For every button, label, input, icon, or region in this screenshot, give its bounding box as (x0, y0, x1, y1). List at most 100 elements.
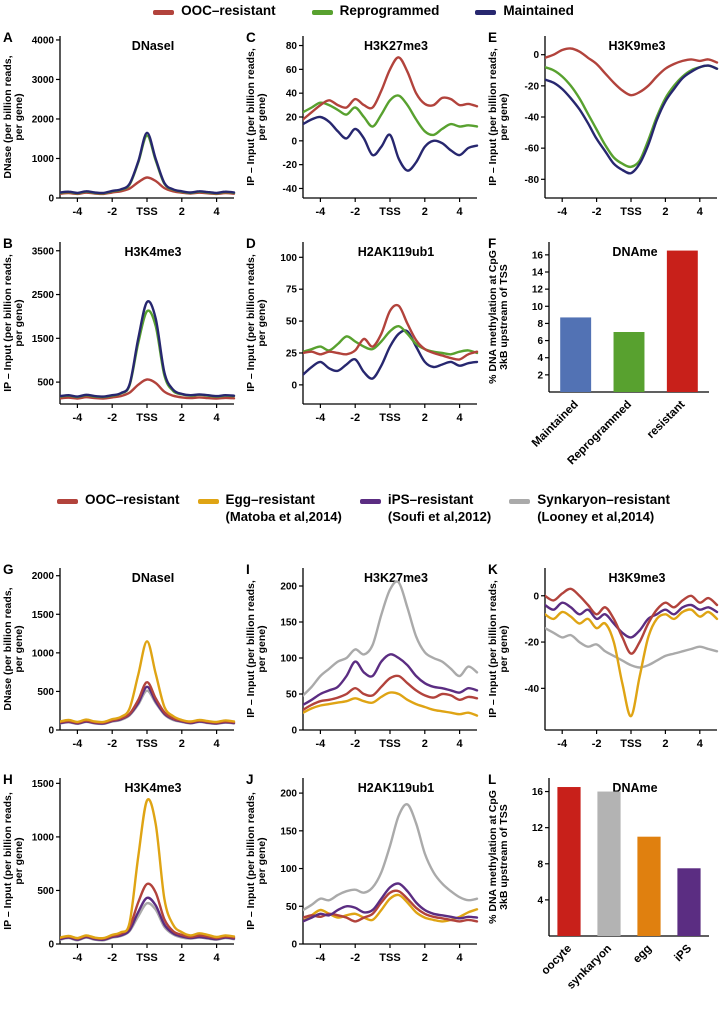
series-line-ooc-resistant (60, 882, 236, 940)
x-tick-label: 2 (422, 952, 428, 964)
bar-label-egg: egg (631, 943, 654, 966)
x-tick-label: -4 (73, 738, 84, 750)
bar-label-ips: iPS (673, 942, 695, 964)
y-tick-label: 80 (286, 41, 298, 52)
panel-dname-bottom: L 4 8 12 16 % DNA methylation at CpG 3kB upstr… (487, 772, 725, 1016)
x-tick-label: TSS (620, 738, 641, 750)
y-tick-label: -20 (525, 638, 540, 649)
bar-oocyte (557, 787, 581, 936)
x-tick-label: 4 (214, 206, 221, 218)
y-axis-label: % DNA methylation at CpG (487, 790, 499, 924)
y-axis-label: IP – Input (per billion reads, (2, 254, 14, 392)
y-tick-label: 50 (286, 317, 298, 328)
x-tick-label: TSS (136, 738, 157, 750)
x-tick-label: -4 (557, 738, 568, 750)
y-tick-label: 1000 (32, 832, 55, 843)
legend-text: Egg–resistant (Matoba et al,2014) (226, 492, 342, 525)
chart-F: 2 4 6 8 10 12 14 16 % DNA methylation at CpG 3kB … (487, 242, 709, 467)
y-tick-label: 0 (291, 940, 297, 951)
x-tick-label: -2 (350, 952, 360, 964)
panel-title: H3K4me3 (125, 781, 182, 795)
chart-H: 0 500 1000 1500 IP – Input (per billion read… (2, 778, 236, 964)
y-tick-label: 16 (532, 787, 544, 798)
series-line-egg-resistant (303, 691, 479, 717)
panel-letter-D: D (246, 236, 256, 251)
panel-letter-L: L (488, 772, 497, 787)
legend-sublabel: (Looney et al,2014) (537, 508, 655, 524)
legend-swatch-egg-resistant-icon (197, 499, 219, 504)
bar-egg (637, 836, 661, 936)
legend-label: iPS–resistant (387, 492, 474, 507)
panel-title: H3K27me3 (364, 39, 428, 53)
y-axis-label: IP – Input (per billion reads, (245, 792, 257, 930)
x-tick-label: -2 (592, 738, 602, 750)
y-tick-label: 60 (286, 65, 298, 76)
x-tick-label: 2 (179, 206, 185, 218)
x-tick-label: 4 (457, 412, 464, 424)
series-line-reprogrammed (303, 324, 479, 356)
y-tick-label: -80 (525, 175, 540, 186)
series-line-ips-resistant (303, 882, 479, 923)
panel-dname-top: F 2 4 6 8 10 12 14 16 % DNA methylation at CpG 3kB… (487, 236, 725, 472)
x-tick-label: TSS (136, 412, 157, 424)
y-tick-label: -20 (525, 81, 540, 92)
chart-A: 0 1000 2000 3000 4000 DNase (per billion read… (2, 35, 236, 218)
y-tick-label: 2 (537, 370, 543, 381)
panel-title: H2AK119ub1 (358, 781, 434, 795)
series-line-ooc-resistant (60, 378, 236, 400)
legend-swatch-ips-resistant-icon (359, 499, 381, 504)
series-line-ooc-resistant (303, 303, 479, 361)
y-tick-label: 500 (37, 378, 54, 389)
y-tick-label: 2500 (32, 290, 55, 301)
y-axis-label: % DNA methylation at CpG (487, 250, 499, 384)
x-tick-label: 4 (697, 738, 704, 750)
y-axis-label: per gene) (256, 625, 268, 672)
y-tick-label: 8 (537, 859, 543, 870)
y-tick-label: -40 (525, 684, 540, 695)
x-tick-label: 2 (179, 952, 185, 964)
bar-label-resistant: resistant (645, 399, 688, 442)
legend-label: Egg–resistant (225, 492, 315, 507)
y-tick-label: -60 (525, 144, 540, 155)
series-line-ooc-resistant (545, 47, 719, 97)
y-tick-label: 100 (280, 253, 297, 264)
panel-letter-A: A (3, 30, 13, 45)
y-axis-label: IP – Input (per billion reads, (2, 792, 14, 930)
y-axis-label: IP – Input (per billion reads, (245, 48, 257, 186)
panel-letter-F: F (488, 236, 497, 251)
panel-title: H3K9me3 (609, 39, 666, 53)
panel-letter-E: E (488, 30, 498, 45)
chart-K: -40 -20 0 IP – Input (per billion reads, per… (487, 568, 719, 750)
series-line-reprogrammed (60, 134, 236, 195)
x-tick-label: -2 (107, 952, 117, 964)
panel-dnasei-top: A 0 1000 2000 3000 4000 DNase (per billion rea… (2, 30, 242, 232)
x-tick-label: 4 (457, 206, 464, 218)
y-tick-label: 50 (286, 690, 298, 701)
y-tick-label: 0 (291, 380, 297, 391)
x-tick-label: -2 (350, 206, 360, 218)
legend-item-ooc-resistant: OOC–resistant (153, 3, 276, 20)
chart-D: 0 25 50 75 100 IP – Input (per billion reads,… (245, 242, 479, 424)
legend-item-reprogrammed: Reprogrammed (311, 3, 439, 20)
y-tick-label: 4 (537, 895, 543, 906)
chart-G: 0 500 1000 1500 2000 DNase (per billion reads… (2, 568, 236, 750)
legend-text: OOC–resistant (181, 3, 276, 20)
y-tick-label: 8 (537, 319, 543, 330)
y-tick-label: 20 (286, 113, 298, 124)
chart-C: -40 -20 0 20 40 60 80 IP – Input (per billion r… (245, 36, 479, 218)
bar-maintained (560, 317, 592, 392)
panel-h3k27me3-bottom: I 0 50 100 150 200 IP – Input (per billion rea… (245, 562, 485, 764)
x-tick-label: -4 (73, 206, 84, 218)
series-line-egg-resistant (545, 608, 719, 718)
series-line-synkaryon-resistant (545, 627, 719, 669)
y-tick-label: 0 (48, 940, 54, 951)
panel-dnasei-bottom: G 0 500 1000 1500 2000 DNase (per billion read… (2, 562, 242, 764)
bar-resistant (666, 250, 698, 392)
legend-swatch-reprogrammed-icon (311, 10, 333, 15)
chart-L: 4 8 12 16 % DNA methylation at CpG 3kB upstre… (487, 778, 709, 992)
y-axis-label: per gene) (256, 299, 268, 346)
y-tick-label: -40 (283, 184, 298, 195)
series-line-synkaryon-resistant (303, 580, 479, 697)
x-tick-label: -2 (107, 412, 117, 424)
